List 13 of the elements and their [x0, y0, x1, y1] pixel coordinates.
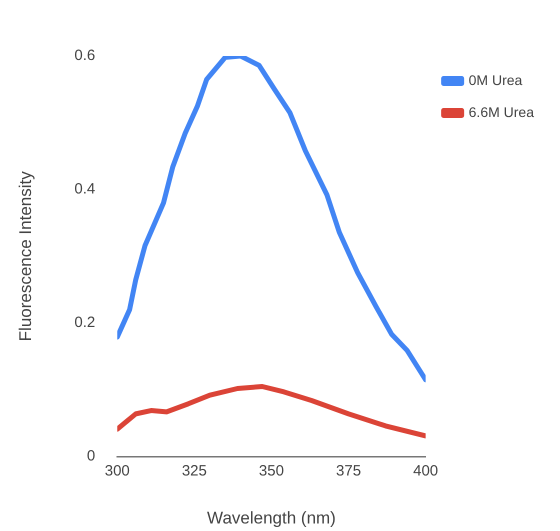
y-tick-label: 0.4	[74, 180, 96, 198]
x-tick-label: 375	[336, 462, 362, 480]
x-axis-title: Wavelength (nm)	[207, 508, 336, 528]
legend-label: 0M Urea	[468, 72, 523, 88]
legend-label: 6.6M Urea	[468, 104, 534, 120]
y-axis-title: Fluorescence Intensity	[16, 170, 35, 342]
x-tick-label: 300	[104, 462, 130, 480]
y-tick-label: 0	[86, 448, 96, 465]
x-tick-label: 350	[258, 462, 284, 480]
x-tick-label: 400	[413, 462, 438, 480]
y-tick-label: 0.6	[74, 47, 96, 64]
y-tick-label: 0.2	[74, 314, 96, 332]
x-tick-label: 325	[182, 462, 207, 480]
